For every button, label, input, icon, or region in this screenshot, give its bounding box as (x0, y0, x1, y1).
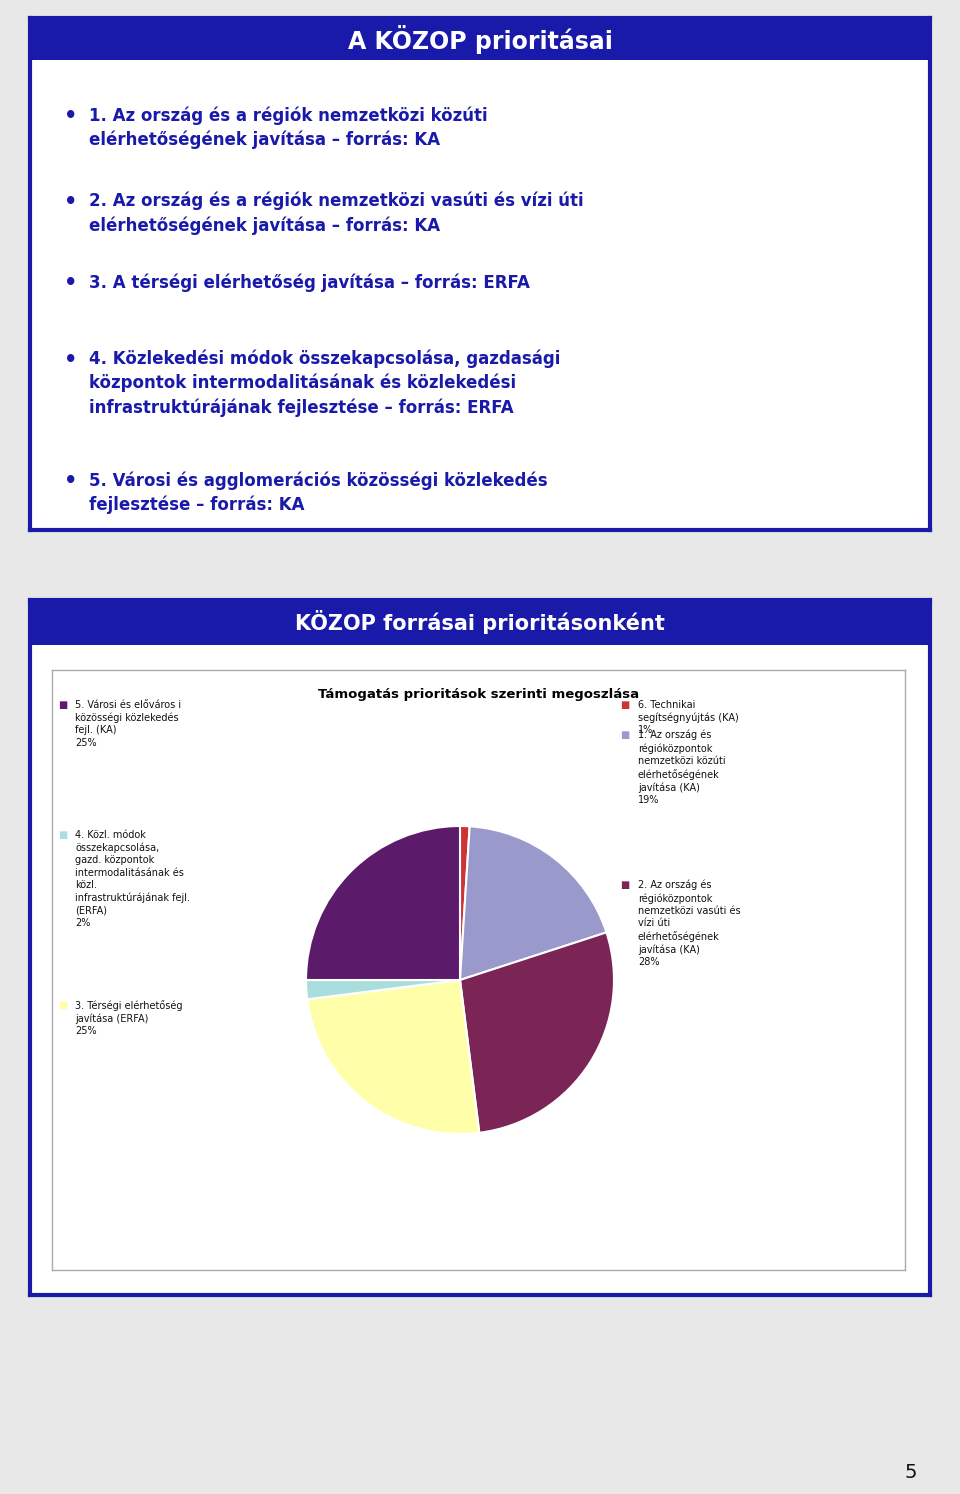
Text: •: • (63, 350, 77, 369)
Text: 5: 5 (904, 1463, 917, 1482)
Text: 4. Közlekedési módok összekapcsolása, gazdasági
központok intermodalitásának és : 4. Közlekedési módok összekapcsolása, ga… (89, 350, 561, 417)
Text: ■: ■ (58, 999, 67, 1010)
Text: •: • (63, 273, 77, 293)
Text: •: • (63, 471, 77, 492)
Text: 3. Térségi elérhetőség
javítása (ERFA)
25%: 3. Térségi elérhetőség javítása (ERFA) 2… (75, 999, 182, 1037)
Wedge shape (460, 826, 469, 980)
Text: 5. Városi és előváros i
közösségi közlekedés
fejl. (KA)
25%: 5. Városi és előváros i közösségi közlek… (75, 701, 181, 748)
Text: 1. Az ország és
régióközpontok
nemzetközi közúti
elérhetőségének
javítása (KA)
1: 1. Az ország és régióközpontok nemzetköz… (638, 731, 726, 805)
Text: 5. Városi és agglomerációs közösségi közlekedés
fejlesztése – forrás: KA: 5. Városi és agglomerációs közösségi köz… (89, 471, 548, 514)
Text: ■: ■ (620, 731, 629, 740)
Wedge shape (460, 826, 607, 980)
Text: ■: ■ (620, 701, 629, 710)
Text: Támogatás prioritások szerinti megoszlása: Támogatás prioritások szerinti megoszlás… (318, 689, 639, 701)
Text: 1. Az ország és a régiók nemzetközi közúti
elérhetőségének javítása – forrás: KA: 1. Az ország és a régiók nemzetközi közú… (89, 106, 488, 149)
Wedge shape (307, 980, 479, 1134)
Text: •: • (63, 193, 77, 212)
Text: ■: ■ (620, 880, 629, 890)
Text: 6. Technikai
segítségnyújtás (KA)
1%: 6. Technikai segítségnyújtás (KA) 1% (638, 701, 739, 735)
Text: 4. Közl. módok
összekapcsolása,
gazd. központok
intermodalitásának és
közl.
infr: 4. Közl. módok összekapcsolása, gazd. kö… (75, 831, 190, 928)
Text: •: • (63, 106, 77, 127)
Text: ■: ■ (58, 831, 67, 840)
Wedge shape (306, 980, 460, 999)
Wedge shape (460, 932, 614, 1132)
Text: ■: ■ (58, 701, 67, 710)
Wedge shape (306, 826, 460, 980)
Text: 2. Az ország és a régiók nemzetközi vasúti és vízi úti
elérhetőségének javítása : 2. Az ország és a régiók nemzetközi vasú… (89, 193, 584, 235)
Text: 3. A térségi elérhetőség javítása – forrás: ERFA: 3. A térségi elérhetőség javítása – forr… (89, 273, 530, 291)
Text: 2. Az ország és
régióközpontok
nemzetközi vasúti és
vízi úti
elérhetőségének
jav: 2. Az ország és régióközpontok nemzetköz… (638, 880, 740, 968)
Text: A KÖZOP prioritásai: A KÖZOP prioritásai (348, 24, 612, 54)
Text: KÖZOP forrásai prioritásonként: KÖZOP forrásai prioritásonként (295, 611, 665, 635)
